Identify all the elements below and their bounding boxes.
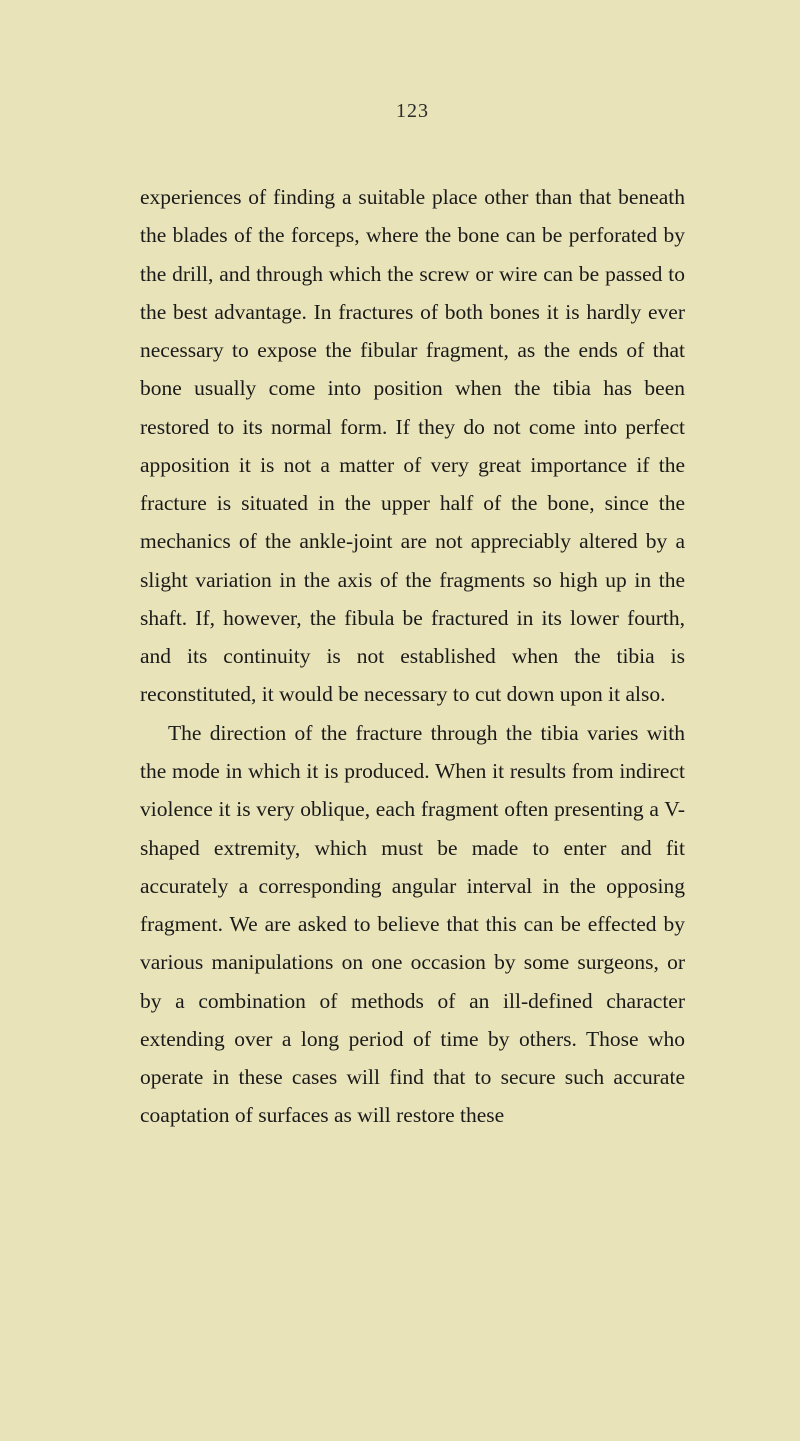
document-page: 123 experiences of finding a suitable pl… — [0, 0, 800, 1441]
paragraph-2: The direction of the fracture through th… — [140, 714, 685, 1135]
body-text-container: experiences of finding a suitable place … — [140, 178, 685, 1135]
paragraph-1: experiences of finding a suitable place … — [140, 178, 685, 714]
page-number: 123 — [140, 100, 685, 123]
